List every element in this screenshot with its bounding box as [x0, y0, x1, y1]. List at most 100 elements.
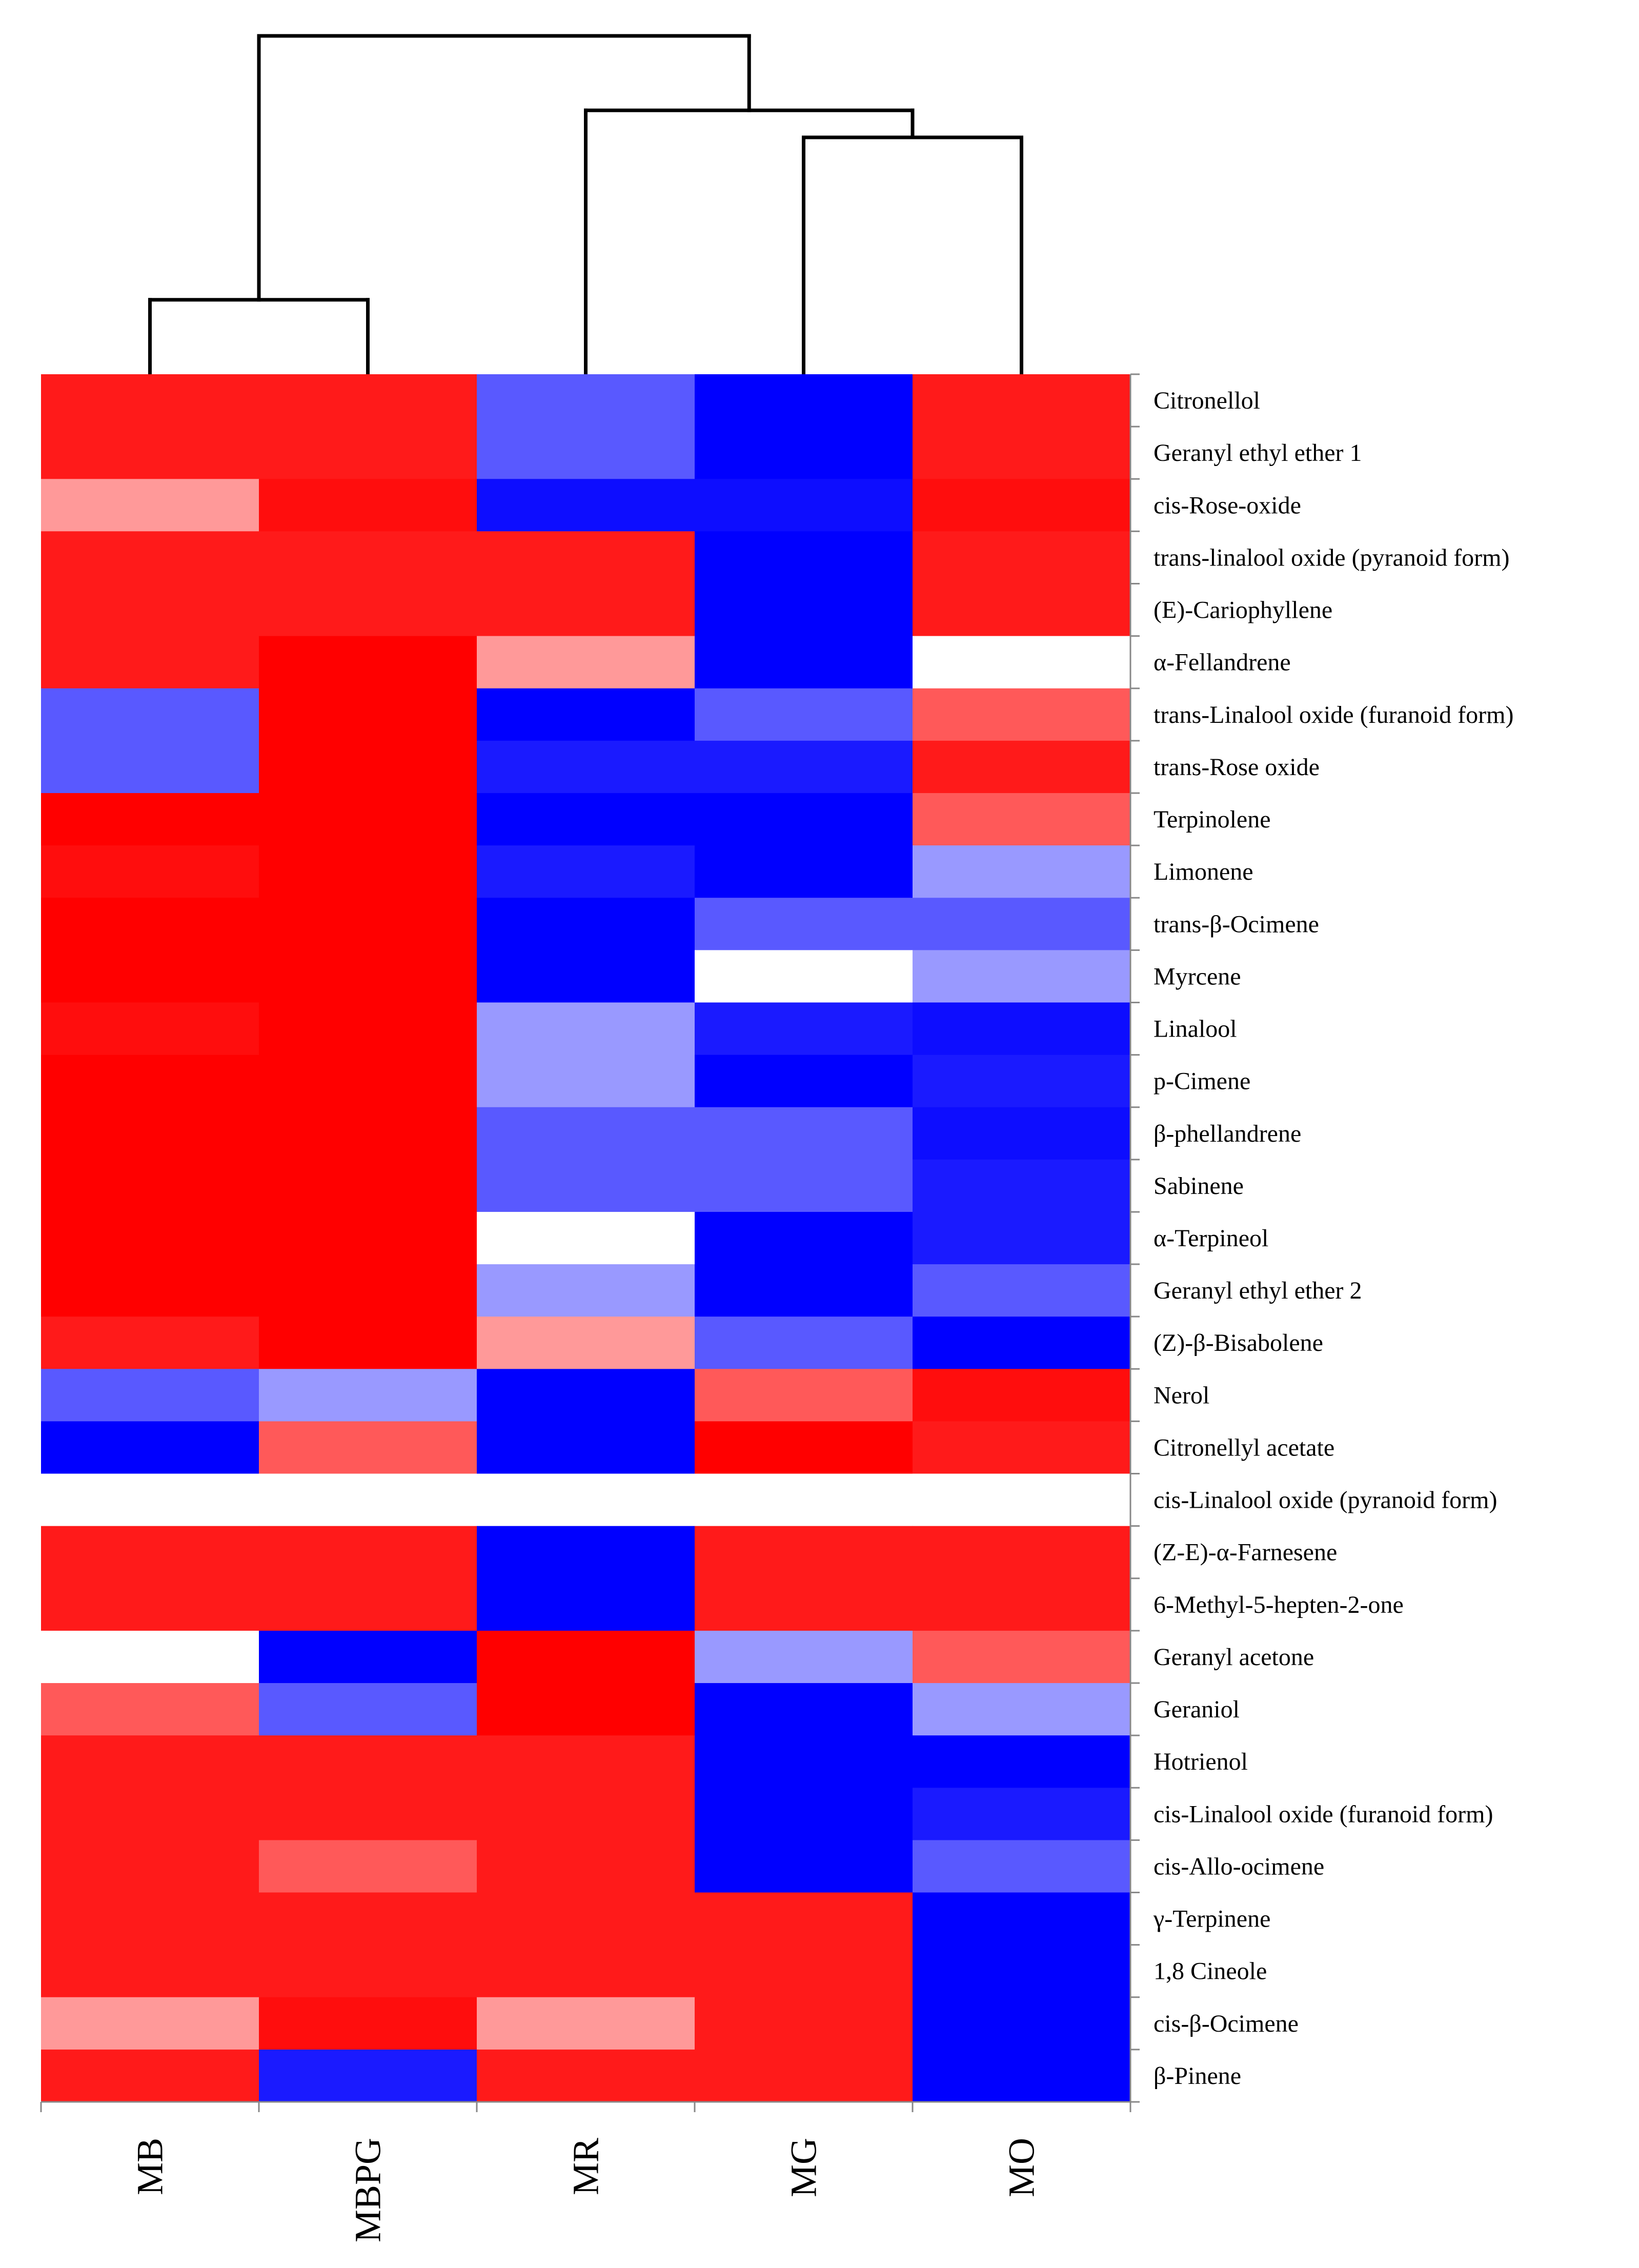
heatmap-cell [477, 1264, 695, 1317]
row-label: Terpinolene [1154, 806, 1271, 833]
heatmap-cell [695, 374, 913, 427]
heatmap-cell [695, 1788, 913, 1840]
heatmap-cell [41, 1264, 259, 1317]
heatmap-cell [695, 898, 913, 950]
heatmap-cell [477, 479, 695, 532]
row-label: α-Fellandrene [1154, 649, 1291, 676]
heatmap-cells [41, 374, 1131, 2102]
heatmap-cell [913, 1788, 1131, 1840]
heatmap-cell [477, 1473, 695, 1527]
heatmap-cell [913, 845, 1131, 898]
heatmap-cell [695, 740, 913, 794]
heatmap-cell [695, 583, 913, 637]
heatmap-cell [41, 1735, 259, 1788]
heatmap-cell [41, 427, 259, 479]
heatmap-cell [913, 1892, 1131, 1946]
row-label: 6-Methyl-5-hepten-2-one [1154, 1591, 1404, 1618]
heatmap-cell [695, 950, 913, 1003]
heatmap-cell [913, 1421, 1131, 1474]
heatmap-cell [477, 1211, 695, 1265]
row-label: Citronellol [1154, 387, 1260, 414]
heatmap-cell [259, 1002, 477, 1056]
heatmap-cell [477, 1002, 695, 1056]
column-label: MG [783, 2138, 824, 2197]
heatmap-cell [695, 1107, 913, 1160]
heatmap-cell [477, 898, 695, 950]
heatmap-cell [259, 531, 477, 584]
row-label: Citronellyl acetate [1154, 1434, 1334, 1461]
heatmap-cell [913, 1211, 1131, 1265]
heatmap-cell [695, 1630, 913, 1684]
heatmap-cell [259, 688, 477, 741]
row-label: trans-linalool oxide (pyranoid form) [1154, 544, 1509, 571]
heatmap-cell [913, 950, 1131, 1003]
heatmap-cell [477, 845, 695, 898]
heatmap-cell [477, 1526, 695, 1579]
row-label: cis-Rose-oxide [1154, 492, 1301, 519]
heatmap-cell [913, 1473, 1131, 1527]
column-labels: MB MBPG MR MG MO [130, 2138, 1042, 2242]
row-label: cis-β-Ocimene [1154, 2010, 1299, 2037]
heatmap-cell [477, 1107, 695, 1160]
heatmap-cell [913, 688, 1131, 741]
heatmap-cell [41, 950, 259, 1003]
heatmap-cell [41, 1578, 259, 1631]
heatmap-cell [259, 1526, 477, 1579]
heatmap-cell [41, 1840, 259, 1893]
row-label: trans-Linalool oxide (furanoid form) [1154, 701, 1513, 728]
heatmap-cell [259, 427, 477, 479]
row-label: β-Pinene [1154, 2062, 1241, 2090]
heatmap-cell [41, 740, 259, 794]
heatmap-cell [477, 1892, 695, 1946]
heatmap-cell [477, 427, 695, 479]
row-label: 1,8 Cineole [1154, 1958, 1267, 1985]
heatmap-cell [695, 636, 913, 689]
heatmap-cell [913, 1840, 1131, 1893]
heatmap-cell [913, 793, 1131, 846]
heatmap-cell [913, 1264, 1131, 1317]
heatmap-cell [695, 1683, 913, 1736]
heatmap-cell [259, 1473, 477, 1527]
heatmap-cell [259, 1317, 477, 1369]
heatmap-cell [259, 740, 477, 794]
heatmap-cell [913, 1002, 1131, 1056]
heatmap-cell [259, 1107, 477, 1160]
heatmap-cell [41, 583, 259, 637]
heatmap-cell [477, 2049, 695, 2102]
heatmap-cell [41, 845, 259, 898]
heatmap-cell [259, 1840, 477, 1893]
heatmap-cell [259, 583, 477, 637]
heatmap-cell [477, 583, 695, 637]
row-label: Geraniol [1154, 1696, 1240, 1723]
heatmap-cell [41, 1211, 259, 1265]
heatmap-cell [259, 950, 477, 1003]
column-label: MR [565, 2138, 606, 2195]
heatmap-cell [913, 1369, 1131, 1422]
heatmap-cell [41, 531, 259, 584]
heatmap-cell [477, 636, 695, 689]
heatmap-cell [259, 845, 477, 898]
heatmap-cell [913, 1578, 1131, 1631]
row-label: p-Cimene [1154, 1068, 1250, 1095]
heatmap-cell [695, 1840, 913, 1893]
heatmap-cell [259, 1421, 477, 1474]
heatmap-cell [41, 2049, 259, 2102]
heatmap-cell [477, 1317, 695, 1369]
heatmap-cell [259, 1892, 477, 1946]
heatmap-cell [477, 740, 695, 794]
row-label: Geranyl ethyl ether 2 [1154, 1277, 1362, 1304]
row-label: Limonene [1154, 858, 1253, 885]
heatmap-cell [695, 2049, 913, 2102]
row-label: Geranyl ethyl ether 1 [1154, 439, 1362, 467]
heatmap-cell [913, 1630, 1131, 1684]
heatmap-cell [695, 1945, 913, 1998]
heatmap-cell [41, 1107, 259, 1160]
heatmap-cell [913, 1317, 1131, 1369]
heatmap-cell [695, 427, 913, 479]
heatmap-cell [913, 583, 1131, 637]
heatmap-cell [695, 793, 913, 846]
heatmap-cell [695, 1264, 913, 1317]
heatmap-cell [477, 688, 695, 741]
heatmap-cell [41, 1159, 259, 1212]
